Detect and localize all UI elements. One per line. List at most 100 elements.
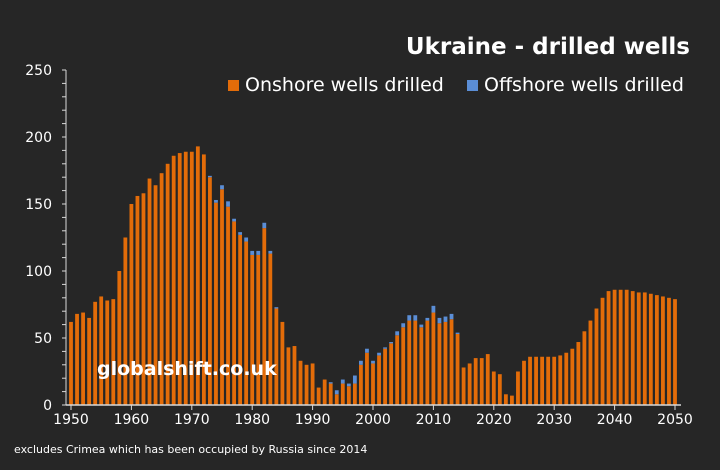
- bar-onshore-1974: [214, 202, 218, 405]
- bar-onshore-1968: [177, 153, 182, 405]
- bar-onshore-1956: [105, 300, 110, 405]
- bar-onshore-1954: [93, 301, 98, 405]
- legend-label-offshore: Offshore wells drilled: [484, 74, 684, 96]
- bar-onshore-1964: [153, 185, 158, 405]
- bar-onshore-2025: [522, 360, 526, 405]
- legend-swatch-onshore: [228, 79, 239, 91]
- bar-offshore-1998: [359, 360, 363, 365]
- bar-offshore-2003: [389, 342, 394, 344]
- bar-onshore-2006: [407, 320, 412, 405]
- x-tick-label: 2020: [476, 412, 512, 428]
- bar-onshore-2040: [612, 289, 617, 405]
- bar-onshore-1997: [352, 383, 357, 405]
- bar-onshore-2029: [546, 356, 551, 405]
- bar-onshore-1976: [226, 206, 230, 405]
- bar-onshore-1979: [244, 241, 249, 405]
- bar-offshore-1979: [244, 237, 249, 242]
- bar-onshore-2007: [413, 320, 418, 405]
- bar-onshore-1961: [135, 195, 140, 405]
- bar-onshore-2001: [377, 355, 381, 405]
- bar-onshore-1975: [220, 189, 224, 405]
- bar-onshore-1962: [141, 193, 146, 405]
- bar-onshore-2024: [516, 371, 520, 405]
- bar-onshore-1952: [81, 312, 85, 405]
- bar-onshore-1955: [99, 296, 104, 405]
- bar-onshore-2030: [552, 356, 557, 405]
- x-tick-label: 1970: [174, 412, 210, 428]
- bar-offshore-2013: [449, 313, 454, 320]
- bar-onshore-2037: [594, 308, 599, 405]
- legend-label-onshore: Onshore wells drilled: [245, 74, 444, 96]
- bar-onshore-2027: [534, 356, 538, 405]
- bar-onshore-2017: [473, 358, 478, 405]
- legend-item-offshore: Offshore wells drilled: [467, 74, 684, 96]
- bar-onshore-1990: [310, 363, 315, 405]
- bar-onshore-2000: [371, 363, 375, 405]
- bar-onshore-2021: [497, 374, 502, 405]
- bar-onshore-1991: [316, 387, 321, 405]
- bar-onshore-1988: [298, 360, 303, 405]
- y-tick-label: 0: [43, 398, 52, 414]
- bar-onshore-2046: [648, 293, 653, 405]
- bar-onshore-1960: [129, 204, 134, 405]
- chart-title: Ukraine - drilled wells: [405, 34, 690, 60]
- bar-onshore-2028: [540, 356, 545, 405]
- y-tick-label: 250: [25, 63, 52, 79]
- bar-onshore-1989: [304, 364, 309, 405]
- bar-offshore-1982: [262, 222, 267, 229]
- bar-onshore-2044: [636, 292, 641, 405]
- bar-offshore-2004: [395, 331, 400, 336]
- bar-onshore-1971: [195, 146, 200, 405]
- bar-offshore-2002: [383, 347, 387, 349]
- bar-onshore-2022: [503, 394, 508, 405]
- bar-onshore-2049: [667, 297, 671, 405]
- bar-onshore-2031: [558, 355, 563, 405]
- bar-onshore-2005: [401, 327, 406, 405]
- watermark: globalshift.co.uk: [97, 358, 277, 380]
- bar-onshore-1957: [111, 299, 116, 405]
- bar-offshore-1996: [346, 383, 351, 387]
- bar-onshore-1972: [201, 154, 206, 405]
- bar-onshore-2019: [485, 354, 490, 405]
- bar-onshore-2014: [455, 333, 460, 405]
- bar-onshore-1981: [256, 254, 261, 405]
- bar-onshore-1958: [117, 271, 122, 405]
- bar-onshore-2011: [437, 323, 442, 405]
- bar-onshore-2008: [419, 327, 424, 405]
- bar-onshore-1987: [292, 346, 297, 405]
- bar-onshore-2045: [642, 292, 647, 405]
- bar-offshore-2008: [419, 324, 424, 328]
- x-tick-label: 2010: [416, 412, 452, 428]
- bar-onshore-2020: [491, 371, 496, 405]
- y-tick-label: 200: [25, 130, 52, 146]
- bar-onshore-1999: [365, 352, 369, 405]
- bar-onshore-2023: [510, 395, 514, 405]
- bar-offshore-1995: [340, 379, 345, 384]
- bar-offshore-2012: [443, 316, 448, 322]
- bar-onshore-1967: [171, 155, 176, 405]
- bar-onshore-2041: [618, 289, 623, 405]
- bar-onshore-1993: [328, 383, 333, 405]
- bar-onshore-2013: [449, 319, 454, 405]
- x-tick-label: 2030: [536, 412, 572, 428]
- bar-onshore-2035: [582, 331, 587, 405]
- bar-offshore-1997: [352, 375, 357, 384]
- bar-onshore-2048: [661, 296, 665, 405]
- bar-onshore-1994: [334, 394, 339, 405]
- bar-onshore-1965: [159, 173, 164, 405]
- bar-onshore-1963: [147, 178, 152, 405]
- bar-onshore-1986: [286, 347, 291, 405]
- bar-offshore-1993: [328, 382, 333, 384]
- bar-onshore-2016: [467, 363, 472, 405]
- bar-onshore-1959: [123, 237, 128, 405]
- bar-onshore-2042: [624, 289, 629, 405]
- bar-offshore-1994: [334, 390, 339, 395]
- bar-onshore-2010: [431, 312, 436, 405]
- legend-swatch-offshore: [467, 79, 478, 91]
- bar-onshore-2038: [600, 297, 605, 405]
- bar-offshore-2010: [431, 305, 436, 313]
- bar-onshore-2036: [588, 320, 593, 405]
- bar-onshore-1973: [208, 177, 212, 405]
- bar-onshore-2012: [443, 321, 448, 405]
